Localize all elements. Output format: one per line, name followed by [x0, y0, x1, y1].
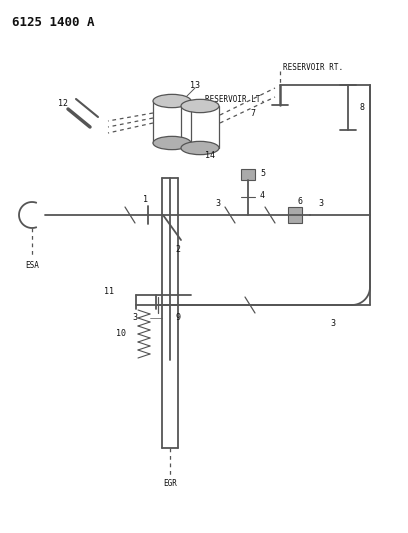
Text: 12: 12	[58, 99, 68, 108]
Text: EGR: EGR	[163, 480, 177, 489]
Text: 14: 14	[205, 151, 215, 160]
Ellipse shape	[181, 99, 219, 112]
Text: RESERVOIR LT.: RESERVOIR LT.	[205, 95, 265, 104]
Ellipse shape	[153, 136, 191, 150]
Text: 4: 4	[260, 190, 265, 199]
Text: 3: 3	[215, 198, 220, 207]
Text: 6125 1400 A: 6125 1400 A	[12, 17, 95, 29]
Text: 6: 6	[297, 197, 302, 206]
Text: 3: 3	[132, 313, 137, 322]
Text: 7: 7	[250, 109, 255, 117]
Ellipse shape	[153, 94, 191, 108]
Text: 11: 11	[104, 287, 114, 296]
Text: 8: 8	[360, 102, 365, 111]
Ellipse shape	[181, 141, 219, 155]
Text: 2: 2	[175, 246, 180, 254]
Text: 1: 1	[142, 195, 148, 204]
Text: 10: 10	[116, 329, 126, 338]
Text: 9: 9	[176, 312, 181, 321]
Bar	[288, 207, 302, 223]
Text: 3: 3	[330, 319, 335, 327]
Text: RESERVOIR RT.: RESERVOIR RT.	[283, 63, 343, 72]
Text: ESA: ESA	[25, 262, 39, 271]
Text: 3: 3	[318, 198, 323, 207]
Text: 5: 5	[260, 169, 265, 179]
Bar	[241, 169, 255, 180]
Text: 13: 13	[190, 82, 200, 91]
